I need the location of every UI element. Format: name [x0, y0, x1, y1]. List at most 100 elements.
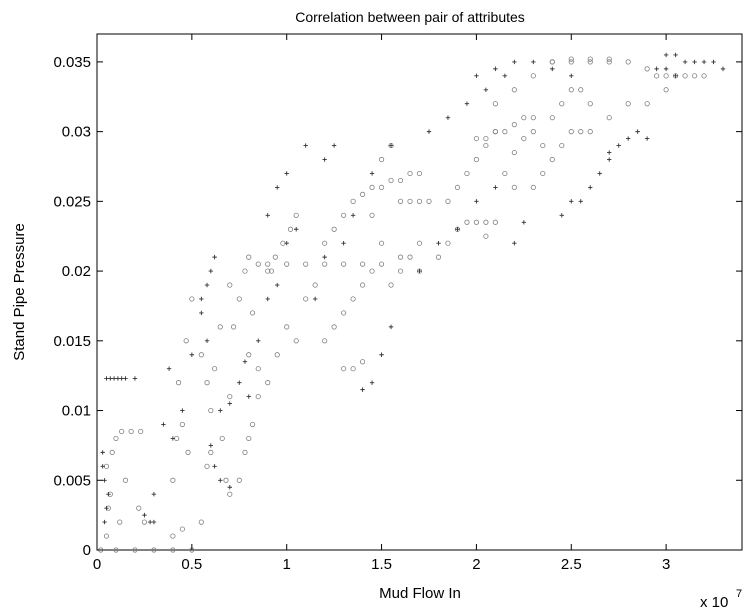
- x-tick-label: 2: [472, 556, 480, 573]
- circle-marker: [208, 407, 214, 414]
- circle-marker: [388, 282, 394, 288]
- circle-marker: [454, 184, 461, 191]
- circle-marker: [540, 142, 546, 149]
- circle-marker: [359, 191, 366, 197]
- circle-marker: [359, 359, 366, 365]
- plus-marker: [663, 52, 669, 58]
- circle-marker: [265, 268, 271, 274]
- plus-marker: [218, 408, 223, 413]
- plus-marker: [388, 143, 394, 148]
- plus-marker: [607, 150, 612, 155]
- plus-marker: [303, 143, 308, 148]
- circle-marker: [587, 101, 593, 107]
- circle-marker: [119, 428, 125, 435]
- plus-marker: [625, 136, 631, 141]
- circle-marker: [606, 115, 612, 121]
- circle-marker: [132, 547, 138, 553]
- plus-marker: [227, 401, 232, 406]
- circle-marker: [341, 212, 347, 218]
- circle-marker: [128, 428, 134, 435]
- circle-marker: [236, 296, 242, 302]
- plus-marker: [673, 52, 678, 58]
- circle-marker: [246, 352, 252, 358]
- circle-marker: [138, 428, 144, 435]
- circle-marker: [185, 449, 191, 455]
- circle-marker: [369, 268, 375, 274]
- y-tick-label: 0.01: [62, 403, 91, 420]
- circle-marker: [219, 435, 225, 442]
- circle-marker: [654, 73, 660, 79]
- plus-marker: [218, 478, 223, 483]
- plus-marker: [578, 199, 583, 204]
- plus-marker: [204, 338, 210, 344]
- plus-marker: [212, 464, 217, 469]
- circle-marker: [350, 296, 356, 302]
- circle-marker: [242, 449, 248, 455]
- circle-marker: [521, 115, 527, 121]
- circle-marker: [644, 66, 650, 72]
- plus-marker: [123, 376, 128, 381]
- plus-marker: [119, 376, 124, 381]
- circle-marker: [303, 261, 309, 267]
- circle-marker: [416, 170, 423, 177]
- plus-marker: [341, 240, 346, 246]
- plus-marker: [189, 352, 195, 357]
- x-multiplier-exponent: 7: [736, 588, 742, 600]
- y-tick-label: 0.035: [53, 54, 91, 71]
- circle-marker: [540, 170, 546, 177]
- circle-marker: [521, 135, 527, 142]
- circle-marker: [483, 142, 489, 149]
- plus-marker: [199, 310, 204, 316]
- plus-marker: [322, 157, 327, 162]
- plus-marker: [151, 519, 157, 525]
- circle-marker: [549, 115, 555, 121]
- circle-marker: [141, 519, 148, 525]
- circle-marker: [568, 56, 574, 62]
- data-points: [98, 52, 726, 553]
- circle-marker: [265, 380, 271, 386]
- plus-marker: [227, 485, 232, 490]
- circle-marker: [198, 519, 204, 525]
- plus-marker: [474, 73, 479, 79]
- circle-marker: [483, 233, 489, 239]
- y-tick-label: 0.02: [62, 263, 91, 280]
- circle-marker: [359, 261, 366, 267]
- plus-marker: [635, 129, 640, 134]
- circle-marker: [179, 526, 185, 532]
- circle-marker: [578, 87, 584, 93]
- circle-marker: [701, 73, 707, 79]
- circle-marker: [606, 56, 612, 62]
- plus-marker: [115, 376, 121, 381]
- circle-marker: [359, 282, 366, 288]
- circle-marker: [204, 380, 210, 386]
- plus-marker: [711, 59, 716, 65]
- circle-marker: [568, 129, 574, 135]
- circle-marker: [568, 59, 574, 65]
- circle-marker: [122, 477, 129, 483]
- circle-marker: [511, 149, 517, 156]
- circle-marker: [407, 198, 413, 204]
- circle-marker: [397, 177, 404, 184]
- circle-marker: [511, 122, 517, 128]
- circle-marker: [369, 212, 375, 218]
- circle-marker: [559, 142, 565, 149]
- circle-marker: [369, 184, 375, 191]
- circle-marker: [179, 421, 185, 428]
- circle-marker: [559, 101, 565, 107]
- plus-marker: [284, 240, 289, 246]
- circle-marker: [378, 156, 385, 163]
- plus-marker: [464, 101, 470, 106]
- plus-marker: [102, 519, 107, 525]
- circle-marker: [109, 449, 115, 455]
- circle-marker: [483, 219, 489, 225]
- plus-marker: [331, 143, 337, 148]
- circle-marker: [227, 282, 233, 288]
- circle-marker: [663, 73, 669, 79]
- circle-marker: [249, 421, 256, 428]
- plus-marker: [493, 185, 498, 190]
- plus-marker: [531, 59, 536, 65]
- chart-title: Correlation between pair of attributes: [295, 9, 525, 25]
- plus-marker: [111, 376, 117, 381]
- circle-marker: [502, 129, 508, 135]
- x-tick-label: 1.5: [371, 556, 392, 573]
